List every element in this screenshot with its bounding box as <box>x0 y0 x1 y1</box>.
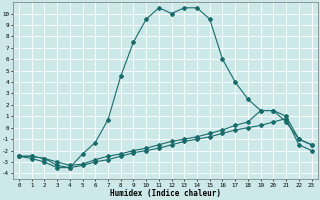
X-axis label: Humidex (Indice chaleur): Humidex (Indice chaleur) <box>110 189 221 198</box>
